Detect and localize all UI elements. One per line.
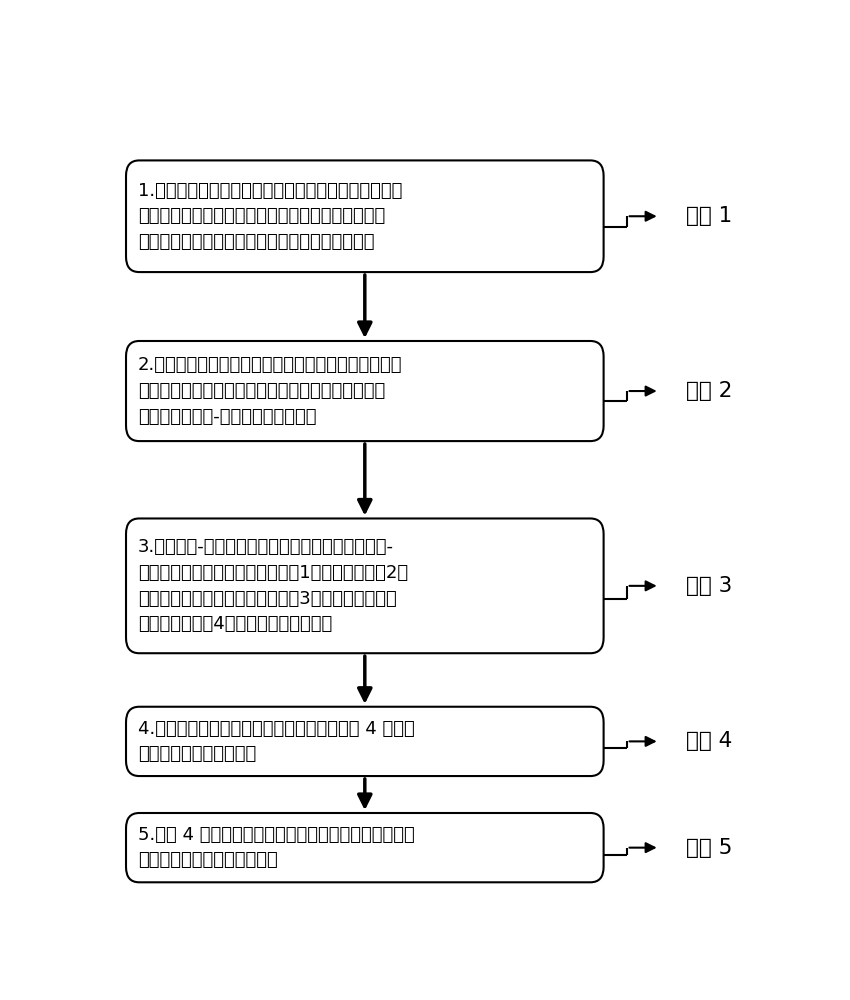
FancyBboxPatch shape	[126, 160, 603, 272]
Text: 步骤 1: 步骤 1	[686, 206, 732, 226]
Text: 1.获取页岩实验试件取芯深度的地应力大小，确定页岩
三轴压缩实验的围压值，进行三轴压缩实验，测定页
岩轴向的纵波速度值，记录岩石的应力应变全曲线: 1.获取页岩实验试件取芯深度的地应力大小，确定页岩 三轴压缩实验的围压值，进行三…	[138, 182, 402, 251]
FancyBboxPatch shape	[126, 518, 603, 653]
Text: 步骤 4: 步骤 4	[686, 731, 733, 751]
Text: 4.根据应力应变曲线，利用能量计算公式计算 4 个阶段
页岩吸收的单位体积能量: 4.根据应力应变曲线，利用能量计算公式计算 4 个阶段 页岩吸收的单位体积能量	[138, 720, 415, 763]
Text: 2.根据获取的页岩轴向的纵波速度值变化曲线，确定页
岩三轴压缩过程中微裂隙开始扩展的时间，同时确定
该时间点在应力-应变全曲线上的位置: 2.根据获取的页岩轴向的纵波速度值变化曲线，确定页 岩三轴压缩过程中微裂隙开始扩…	[138, 356, 402, 426]
Text: 步骤 5: 步骤 5	[686, 838, 733, 858]
Text: 步骤 2: 步骤 2	[686, 381, 733, 401]
Text: 步骤 3: 步骤 3	[686, 576, 732, 596]
FancyBboxPatch shape	[126, 707, 603, 776]
FancyBboxPatch shape	[126, 341, 603, 441]
FancyBboxPatch shape	[126, 813, 603, 882]
Text: 3.根据应力-应变全曲线的形状和纵波速度，将应力-
应变曲线进行分段，主要包括：（1）压实阶段；（2）
压实后至微裂缝开始破坏阶段；（3）微裂缝开始破坏
至峰值: 3.根据应力-应变全曲线的形状和纵波速度，将应力- 应变曲线进行分段，主要包括：…	[138, 538, 408, 633]
Text: 5.根据 4 个阶段的单位体积能量，利用本发明的公式计
算三轴压缩条件下的页岩脆性: 5.根据 4 个阶段的单位体积能量，利用本发明的公式计 算三轴压缩条件下的页岩脆…	[138, 826, 415, 869]
